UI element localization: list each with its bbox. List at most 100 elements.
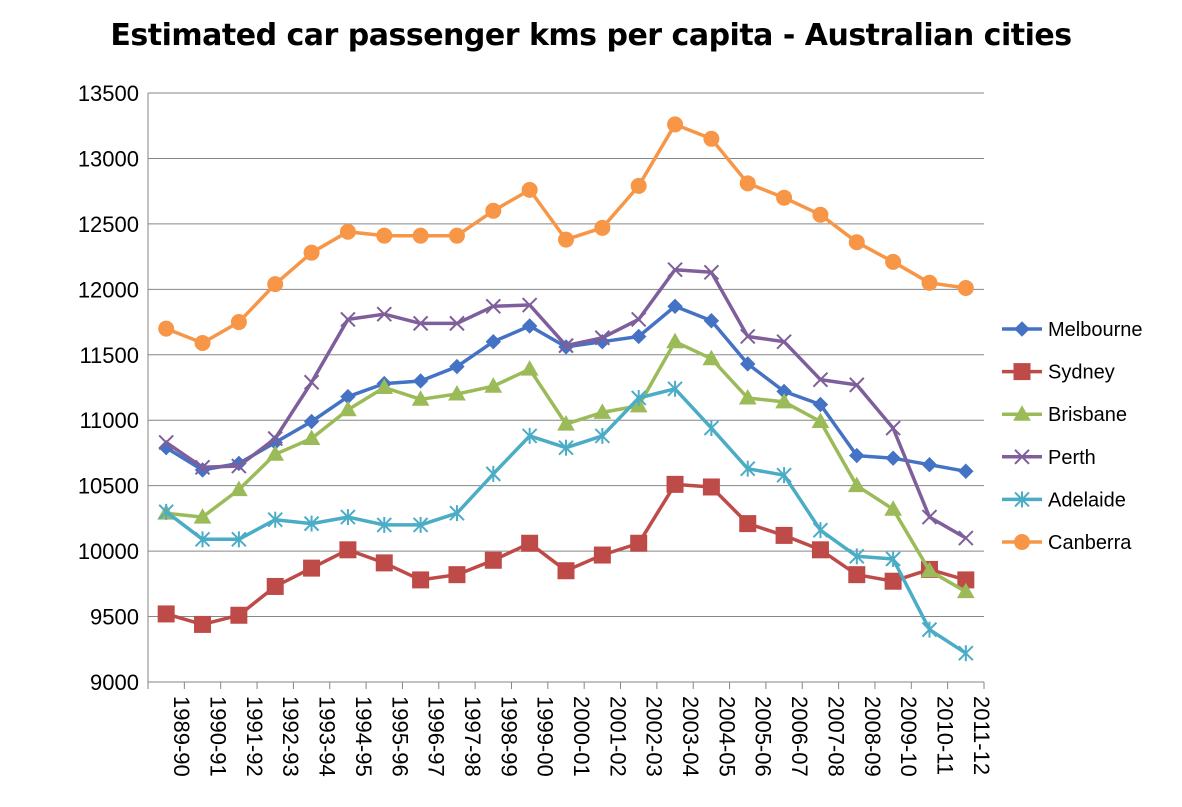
data-point <box>921 457 938 473</box>
data-point <box>449 358 465 375</box>
x-tick-label: 2002-03 <box>642 696 667 777</box>
x-tick-label: 2011-12 <box>969 696 994 775</box>
data-point <box>412 227 429 244</box>
x-tick-label: 2003-04 <box>678 696 703 777</box>
x-tick-label: 1998-99 <box>496 696 521 777</box>
data-point <box>848 566 866 584</box>
data-point <box>702 478 720 496</box>
data-point <box>158 434 174 451</box>
data-point <box>193 508 212 524</box>
data-point <box>1013 363 1031 381</box>
data-point <box>448 566 466 584</box>
data-point <box>267 430 283 447</box>
data-point <box>412 373 429 389</box>
data-point <box>340 311 356 328</box>
data-point <box>448 385 466 401</box>
data-point <box>376 306 392 322</box>
x-tick-label: 1991-92 <box>242 696 267 777</box>
data-point <box>449 315 465 332</box>
x-tick-label: 1999-00 <box>533 696 558 777</box>
series-canberra <box>158 116 974 351</box>
data-point <box>958 463 974 479</box>
legend-item: Canberra <box>1002 532 1132 554</box>
data-point <box>412 516 429 533</box>
data-point <box>667 116 684 133</box>
data-point <box>230 480 248 497</box>
data-point <box>521 181 538 198</box>
data-point <box>702 349 721 366</box>
legend-item: Adelaide <box>1002 489 1126 511</box>
x-tick-label: 2006-07 <box>787 696 812 777</box>
data-point <box>230 314 247 331</box>
legend: Melbourne Sydney Brisbane Perth Adelaide Canb… <box>1002 319 1143 554</box>
data-point <box>303 374 320 390</box>
data-point <box>267 511 283 528</box>
y-tick-label: 9000 <box>90 670 139 695</box>
data-point <box>885 450 901 466</box>
series-line <box>165 267 967 540</box>
y-tick-label: 10000 <box>78 539 139 564</box>
legend-label: Canberra <box>1048 532 1132 554</box>
data-point <box>667 380 683 397</box>
data-point <box>958 530 974 546</box>
legend-label: Perth <box>1048 447 1096 469</box>
y-tick-label: 10500 <box>78 474 139 499</box>
x-tick-label: 1992-93 <box>278 696 303 777</box>
x-tick-label: 1989-90 <box>169 696 194 777</box>
data-point <box>339 400 357 417</box>
data-point <box>558 439 574 456</box>
x-tick-label: 2000-01 <box>569 696 594 777</box>
data-point <box>557 415 575 431</box>
data-point <box>448 227 465 244</box>
x-tick-label: 2010-11 <box>932 696 957 775</box>
data-point <box>303 559 321 577</box>
data-point <box>667 261 683 278</box>
series-perth <box>158 261 974 546</box>
data-point <box>630 389 647 406</box>
data-point <box>775 526 793 544</box>
data-point <box>667 298 683 315</box>
data-point <box>158 503 174 520</box>
series-lines <box>157 116 975 662</box>
data-point <box>812 396 829 413</box>
data-point <box>485 202 502 219</box>
data-point <box>884 572 902 590</box>
data-point <box>812 522 829 539</box>
y-tick-label: 11000 <box>79 408 139 433</box>
data-point <box>194 459 211 476</box>
data-point <box>557 562 575 580</box>
data-point <box>594 330 611 346</box>
y-tick-label: 9500 <box>90 605 139 630</box>
data-point <box>593 403 612 419</box>
data-point <box>376 227 393 244</box>
data-point <box>630 328 647 345</box>
x-tick-label: 2005-06 <box>751 696 776 777</box>
data-point <box>884 500 902 516</box>
data-point <box>485 298 502 315</box>
x-tick-label: 1995-96 <box>387 696 412 777</box>
data-point <box>521 427 538 444</box>
legend-item: Sydney <box>1002 362 1115 384</box>
data-point <box>484 551 502 569</box>
data-point <box>849 548 865 565</box>
legend-label: Brisbane <box>1048 404 1127 426</box>
x-tick-label: 2008-09 <box>860 696 885 777</box>
data-point <box>1014 534 1030 550</box>
data-point <box>340 509 356 526</box>
data-point <box>630 534 648 552</box>
x-tick-label: 2007-08 <box>823 696 848 777</box>
x-tick-label: 1990-91 <box>206 696 231 777</box>
data-point <box>485 465 502 482</box>
y-tick-label: 13500 <box>78 81 139 106</box>
data-point <box>194 531 211 548</box>
data-point <box>411 390 430 406</box>
data-point <box>703 130 720 147</box>
data-point <box>776 333 792 350</box>
data-point <box>593 546 611 564</box>
data-point <box>194 334 211 351</box>
data-point <box>231 531 247 548</box>
data-point <box>849 447 865 464</box>
data-point <box>558 337 574 354</box>
data-point <box>376 516 392 533</box>
